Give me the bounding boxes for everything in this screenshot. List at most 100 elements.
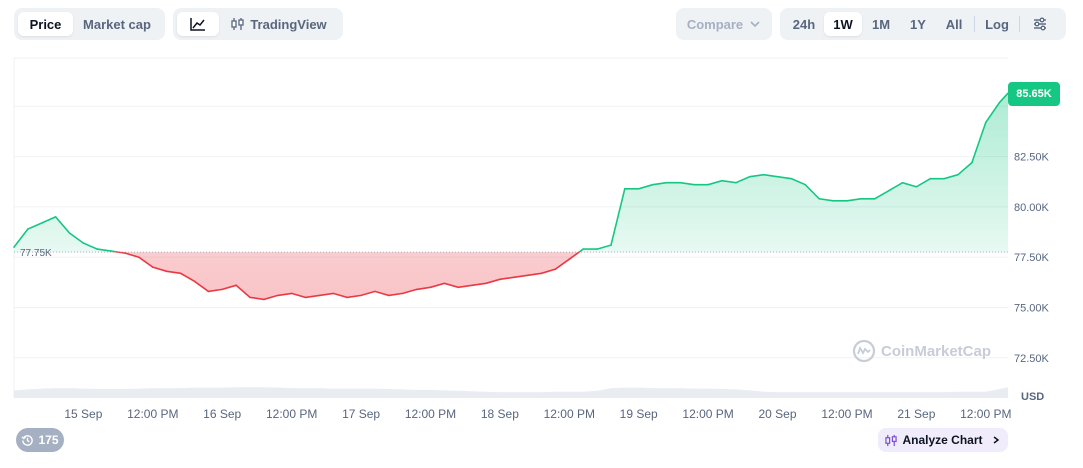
y-axis-unit: USD [1021, 391, 1044, 403]
y-tick-label: 75.00K [1014, 303, 1050, 315]
data-point [346, 296, 349, 299]
x-tick-label: 12:00 PM [405, 407, 456, 421]
data-point [582, 248, 584, 250]
data-point [110, 250, 112, 252]
history-icon [21, 434, 34, 446]
tab-market-cap[interactable]: Market cap [83, 16, 151, 32]
data-point [915, 186, 918, 188]
data-point [540, 272, 543, 275]
data-point [290, 292, 293, 295]
data-point [762, 173, 765, 176]
range-24h[interactable]: 24h [792, 16, 816, 32]
history-badge[interactable]: 175 [16, 428, 64, 452]
analyze-chart-button[interactable]: Analyze Chart [878, 428, 1008, 452]
data-point [443, 282, 446, 285]
data-point [957, 173, 959, 176]
tradingview-button[interactable]: TradingView [219, 12, 339, 36]
x-tick-label: 12:00 PM [127, 407, 178, 421]
data-point [596, 248, 598, 250]
data-point [13, 246, 15, 248]
watermark: CoinMarketCap [852, 339, 991, 363]
data-point [41, 222, 43, 224]
data-point [68, 232, 71, 234]
area-below-baseline [118, 252, 580, 300]
data-point [804, 183, 807, 186]
compare-dropdown[interactable]: Compare [676, 8, 772, 40]
current-price-label: 85.65K [1008, 82, 1060, 106]
watermark-text: CoinMarketCap [881, 342, 992, 360]
data-point [818, 198, 820, 200]
data-point [929, 177, 932, 180]
data-point [277, 294, 279, 297]
data-point [749, 175, 751, 178]
data-point [526, 274, 529, 277]
y-tick-label: 72.50K [1014, 353, 1050, 365]
data-point [263, 298, 265, 301]
log-scale-button[interactable]: Log [985, 16, 1009, 32]
data-point [124, 252, 126, 254]
data-point [207, 290, 210, 293]
data-point [901, 181, 904, 184]
candles-icon [231, 17, 244, 31]
range-all[interactable]: All [945, 16, 963, 32]
data-point [776, 175, 779, 178]
line-chart-button[interactable] [177, 12, 219, 36]
volume-area [14, 387, 1008, 398]
data-point [401, 292, 404, 295]
area-above-baseline [14, 93, 1008, 253]
data-point [249, 296, 251, 299]
data-point [221, 288, 223, 291]
data-point [707, 183, 709, 186]
data-point [138, 256, 140, 259]
range-1w[interactable]: 1W [824, 12, 862, 36]
x-tick-label: 12:00 PM [960, 407, 1011, 421]
settings-button[interactable] [1022, 12, 1058, 36]
range-1m[interactable]: 1M [871, 16, 891, 32]
data-point [513, 276, 515, 279]
x-tick-label: 21 Sep [897, 407, 935, 421]
data-point [610, 244, 612, 246]
line-chart-icon [190, 18, 205, 31]
tab-price[interactable]: Price [18, 12, 73, 36]
range-1y[interactable]: 1Y [910, 16, 926, 32]
data-point [637, 188, 640, 190]
data-point [332, 292, 335, 295]
range-divider [974, 16, 975, 32]
chevron-right-icon [993, 436, 999, 444]
data-point [735, 181, 737, 184]
data-point [304, 296, 307, 299]
data-point [873, 198, 876, 200]
data-point [82, 242, 85, 244]
compare-label: Compare [686, 16, 744, 32]
data-point [96, 248, 99, 250]
y-tick-label: 82.50K [1014, 152, 1050, 164]
data-point [568, 258, 571, 261]
x-tick-label: 16 Sep [203, 407, 241, 421]
data-point [943, 177, 945, 180]
data-point [693, 183, 696, 186]
data-point [485, 282, 487, 285]
data-point [318, 294, 321, 297]
data-point [457, 286, 460, 289]
x-tick-label: 19 Sep [620, 407, 658, 421]
x-tick-label: 12:00 PM [682, 407, 733, 421]
data-point [471, 284, 473, 287]
data-point [152, 266, 154, 269]
data-point [887, 190, 890, 192]
data-point [388, 294, 390, 297]
data-point [554, 268, 557, 271]
data-point [721, 179, 723, 182]
coinmarketcap-logo-icon [852, 339, 876, 363]
data-point [971, 161, 973, 164]
data-point [415, 288, 418, 291]
data-point [165, 270, 168, 273]
view-tabs: TradingView [173, 8, 343, 40]
x-tick-label: 18 Sep [481, 407, 519, 421]
data-point [846, 200, 848, 202]
x-tick-label: 12:00 PM [544, 407, 595, 421]
sliders-icon [1034, 17, 1046, 31]
data-point [860, 198, 862, 200]
data-point [624, 188, 626, 190]
y-tick-label: 77.50K [1014, 252, 1050, 264]
